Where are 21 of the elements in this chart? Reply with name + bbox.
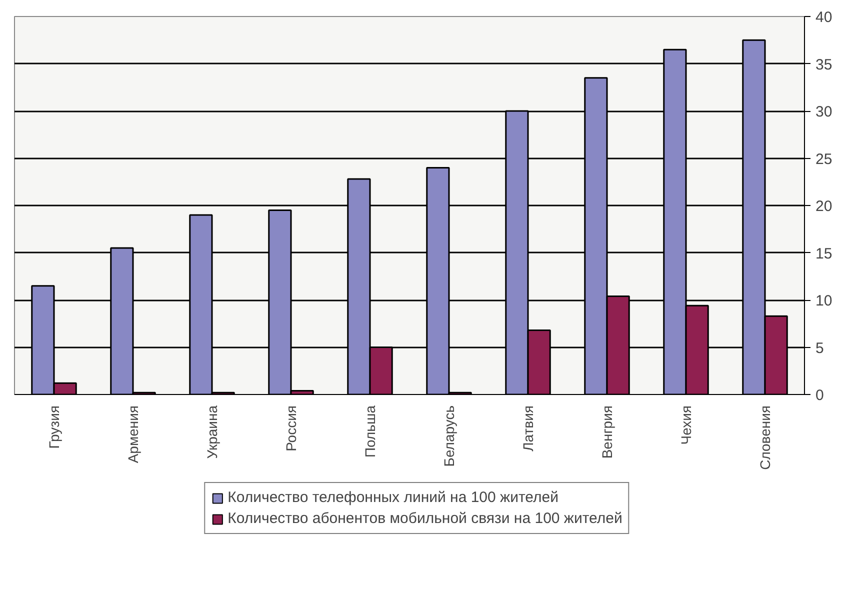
- y-tick-label: 35: [816, 56, 832, 74]
- x-tick-label: Украина: [204, 405, 220, 459]
- x-tick-label: Армения: [125, 405, 141, 464]
- x-tick-label: Латвия: [520, 405, 536, 452]
- y-tick-label: 30: [816, 104, 832, 120]
- y-tick-label: 5: [816, 340, 824, 357]
- y-tick-label: 0: [816, 387, 824, 404]
- y-tick-label: 25: [816, 150, 832, 168]
- legend-label: Количество абонентов мобильной связи на 100 жителей: [228, 510, 622, 527]
- x-tick-label: Польша: [362, 405, 378, 458]
- x-tick-label: Чехия: [678, 405, 694, 445]
- y-tick-label: 20: [816, 198, 832, 215]
- x-tick-label: Беларусь: [441, 405, 457, 467]
- y-tick-label: 10: [816, 292, 832, 310]
- y-tick-label: 15: [816, 245, 832, 262]
- x-tick-label: Россия: [283, 405, 299, 452]
- legend-label: Количество телефонных линий на 100 жителей: [228, 489, 558, 506]
- y-tick-label: 40: [816, 9, 832, 26]
- x-tick-label: Венгрия: [599, 405, 615, 459]
- x-tick-label: Грузия: [46, 405, 62, 449]
- x-tick-label: Словения: [757, 406, 773, 470]
